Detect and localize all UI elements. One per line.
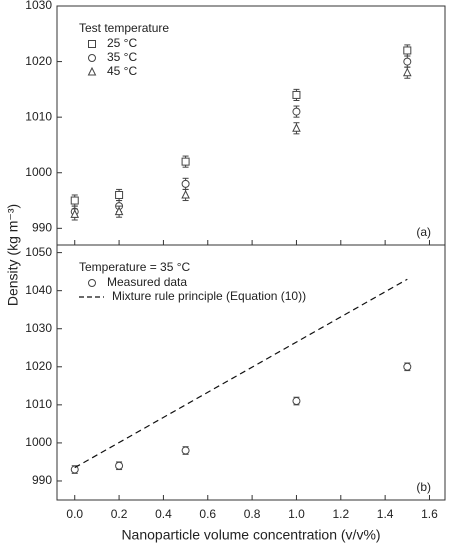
legend-title: Temperature = 35 °C bbox=[79, 260, 191, 274]
y-tick-label: 1020 bbox=[25, 54, 52, 68]
y-tick-label: 1010 bbox=[25, 397, 52, 411]
marker bbox=[292, 90, 301, 99]
legend-label: 45 °C bbox=[107, 64, 137, 78]
marker bbox=[403, 57, 412, 66]
y-tick-label: 990 bbox=[32, 473, 52, 487]
marker bbox=[114, 206, 124, 216]
x-tick-label: 1.6 bbox=[421, 507, 438, 521]
marker bbox=[181, 179, 190, 188]
legend-label: Mixture rule principle (Equation (10)) bbox=[112, 289, 306, 303]
marker bbox=[115, 461, 124, 470]
marker bbox=[181, 446, 190, 455]
legend-swatch bbox=[88, 40, 96, 48]
x-axis-title: Nanoparticle volume concentration (v/v%) bbox=[121, 527, 380, 543]
y-tick-label: 1000 bbox=[25, 165, 52, 179]
legend-label: 25 °C bbox=[107, 36, 137, 50]
marker bbox=[115, 190, 124, 199]
y-tick-label: 1030 bbox=[25, 321, 52, 335]
marker bbox=[292, 123, 301, 132]
plot-frame bbox=[56, 244, 446, 501]
marker bbox=[292, 397, 301, 406]
marker bbox=[70, 465, 79, 474]
y-tick-label: 1030 bbox=[25, 0, 52, 12]
legend-swatch bbox=[88, 279, 96, 287]
panel-label: (b) bbox=[416, 480, 431, 494]
y-tick-label: 1020 bbox=[25, 359, 52, 373]
panel-label: (a) bbox=[416, 225, 431, 239]
y-tick-label: 990 bbox=[32, 220, 52, 234]
marker bbox=[70, 209, 80, 218]
x-tick-label: 0.8 bbox=[244, 507, 261, 521]
legend-swatch bbox=[88, 54, 96, 62]
marker bbox=[403, 362, 412, 371]
x-tick-label: 0.6 bbox=[199, 507, 216, 521]
y-tick-label: 1050 bbox=[25, 245, 52, 259]
marker bbox=[292, 107, 301, 116]
x-tick-label: 0.4 bbox=[155, 507, 172, 521]
y-tick-label: 1000 bbox=[25, 435, 52, 449]
x-tick-label: 1.0 bbox=[288, 507, 305, 521]
marker bbox=[402, 67, 412, 77]
marker bbox=[403, 46, 412, 55]
legend-label: Measured data bbox=[107, 275, 187, 289]
legend-label: 35 °C bbox=[107, 50, 137, 64]
x-tick-label: 1.2 bbox=[332, 507, 349, 521]
y-tick-label: 1010 bbox=[25, 109, 52, 123]
x-tick-label: 0.2 bbox=[111, 507, 128, 521]
x-tick-label: 1.4 bbox=[377, 507, 394, 521]
x-tick-label: 0.0 bbox=[66, 507, 83, 521]
marker bbox=[70, 196, 79, 205]
y-tick-label: 1040 bbox=[25, 283, 52, 297]
legend-title: Test temperature bbox=[79, 21, 169, 35]
marker bbox=[181, 189, 190, 199]
legend-swatch bbox=[87, 66, 97, 76]
marker bbox=[181, 157, 190, 166]
line bbox=[74, 278, 408, 469]
y-axis-title: Density (kg m⁻³) bbox=[5, 204, 21, 306]
